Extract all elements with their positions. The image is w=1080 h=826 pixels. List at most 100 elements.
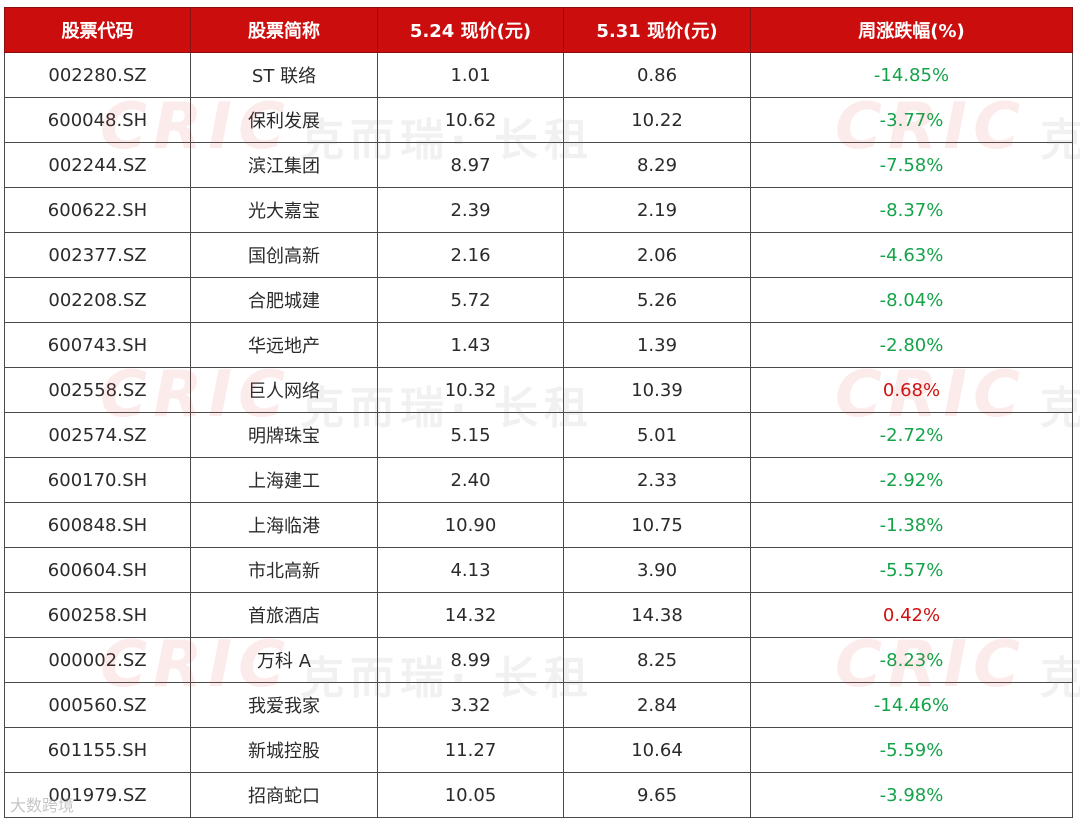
table-row: 600604.SH 市北高新 4.13 3.90 -5.57%	[4, 547, 1073, 593]
price-0531-cell: 9.65	[563, 772, 751, 818]
stock-table-container: 股票代码 股票简称 5.24 现价(元) 5.31 现价(元) 周涨跌幅(%) …	[4, 7, 1073, 818]
price-0531-cell: 10.22	[563, 97, 751, 143]
stock-name-cell: 上海建工	[190, 457, 378, 503]
price-0524-cell: 14.32	[377, 592, 564, 638]
price-0524-cell: 10.90	[377, 502, 564, 548]
price-0531-cell: 2.33	[563, 457, 751, 503]
price-0531-cell: 3.90	[563, 547, 751, 593]
stock-name-cell: 首旅酒店	[190, 592, 378, 638]
weekly-change-cell: 0.42%	[750, 592, 1073, 638]
table-row: 600743.SH 华远地产 1.43 1.39 -2.80%	[4, 322, 1073, 368]
stock-code-cell: 600622.SH	[4, 187, 191, 233]
price-0531-cell: 8.29	[563, 142, 751, 188]
stock-name-cell: 我爱我家	[190, 682, 378, 728]
stock-name-cell: 合肥城建	[190, 277, 378, 323]
stock-name-cell: 巨人网络	[190, 367, 378, 413]
weekly-change-cell: -3.77%	[750, 97, 1073, 143]
price-0524-cell: 8.99	[377, 637, 564, 683]
stock-code-cell: 000002.SZ	[4, 637, 191, 683]
stock-code-cell: 600604.SH	[4, 547, 191, 593]
weekly-change-cell: -2.92%	[750, 457, 1073, 503]
price-0524-cell: 2.16	[377, 232, 564, 278]
table-body: 002280.SZ ST 联络 1.01 0.86 -14.85% 600048.SH 保利…	[4, 52, 1073, 818]
header-stock-name: 股票简称	[190, 7, 378, 53]
table-row: 002558.SZ 巨人网络 10.32 10.39 0.68%	[4, 367, 1073, 413]
price-0531-cell: 2.19	[563, 187, 751, 233]
table-row: 600258.SH 首旅酒店 14.32 14.38 0.42%	[4, 592, 1073, 638]
table-row: 002280.SZ ST 联络 1.01 0.86 -14.85%	[4, 52, 1073, 98]
price-0524-cell: 2.39	[377, 187, 564, 233]
price-0524-cell: 5.15	[377, 412, 564, 458]
table-row: 600170.SH 上海建工 2.40 2.33 -2.92%	[4, 457, 1073, 503]
stock-code-cell: 601155.SH	[4, 727, 191, 773]
price-0524-cell: 2.40	[377, 457, 564, 503]
stock-name-cell: 市北高新	[190, 547, 378, 593]
stock-code-cell: 600258.SH	[4, 592, 191, 638]
price-0531-cell: 14.38	[563, 592, 751, 638]
price-0524-cell: 1.43	[377, 322, 564, 368]
weekly-change-cell: -2.80%	[750, 322, 1073, 368]
table-row: 002574.SZ 明牌珠宝 5.15 5.01 -2.72%	[4, 412, 1073, 458]
table-header: 股票代码 股票简称 5.24 现价(元) 5.31 现价(元) 周涨跌幅(%)	[4, 7, 1073, 53]
weekly-change-cell: -2.72%	[750, 412, 1073, 458]
stock-code-cell: 600848.SH	[4, 502, 191, 548]
price-0531-cell: 5.01	[563, 412, 751, 458]
price-0524-cell: 1.01	[377, 52, 564, 98]
price-0524-cell: 10.62	[377, 97, 564, 143]
weekly-change-cell: -3.98%	[750, 772, 1073, 818]
stock-code-cell: 600048.SH	[4, 97, 191, 143]
price-0524-cell: 4.13	[377, 547, 564, 593]
stock-code-cell: 002574.SZ	[4, 412, 191, 458]
table-row: 600048.SH 保利发展 10.62 10.22 -3.77%	[4, 97, 1073, 143]
weekly-change-cell: 0.68%	[750, 367, 1073, 413]
stock-name-cell: 万科 A	[190, 637, 378, 683]
stock-code-cell: 002244.SZ	[4, 142, 191, 188]
stock-code-cell: 002377.SZ	[4, 232, 191, 278]
header-weekly-change: 周涨跌幅(%)	[750, 7, 1073, 53]
price-0531-cell: 10.39	[563, 367, 751, 413]
price-0531-cell: 1.39	[563, 322, 751, 368]
table-row: 000560.SZ 我爱我家 3.32 2.84 -14.46%	[4, 682, 1073, 728]
weekly-change-cell: -5.57%	[750, 547, 1073, 593]
stock-name-cell: ST 联络	[190, 52, 378, 98]
stock-code-cell: 001979.SZ	[4, 772, 191, 818]
price-0531-cell: 8.25	[563, 637, 751, 683]
header-stock-code: 股票代码	[4, 7, 191, 53]
table-row: 600848.SH 上海临港 10.90 10.75 -1.38%	[4, 502, 1073, 548]
stock-table: 股票代码 股票简称 5.24 现价(元) 5.31 现价(元) 周涨跌幅(%) …	[4, 7, 1073, 818]
table-row: 001979.SZ 招商蛇口 10.05 9.65 -3.98%	[4, 772, 1073, 818]
table-row: 002244.SZ 滨江集团 8.97 8.29 -7.58%	[4, 142, 1073, 188]
table-row: 002208.SZ 合肥城建 5.72 5.26 -8.04%	[4, 277, 1073, 323]
header-price-0524: 5.24 现价(元)	[377, 7, 564, 53]
stock-name-cell: 滨江集团	[190, 142, 378, 188]
price-0531-cell: 2.84	[563, 682, 751, 728]
price-0531-cell: 0.86	[563, 52, 751, 98]
weekly-change-cell: -8.23%	[750, 637, 1073, 683]
weekly-change-cell: -1.38%	[750, 502, 1073, 548]
price-0531-cell: 2.06	[563, 232, 751, 278]
price-0524-cell: 3.32	[377, 682, 564, 728]
weekly-change-cell: -7.58%	[750, 142, 1073, 188]
stock-name-cell: 新城控股	[190, 727, 378, 773]
table-row: 601155.SH 新城控股 11.27 10.64 -5.59%	[4, 727, 1073, 773]
header-row: 股票代码 股票简称 5.24 现价(元) 5.31 现价(元) 周涨跌幅(%)	[4, 7, 1073, 53]
price-0531-cell: 5.26	[563, 277, 751, 323]
price-0524-cell: 5.72	[377, 277, 564, 323]
stock-name-cell: 国创高新	[190, 232, 378, 278]
weekly-change-cell: -4.63%	[750, 232, 1073, 278]
stock-code-cell: 600170.SH	[4, 457, 191, 503]
price-0524-cell: 8.97	[377, 142, 564, 188]
stock-name-cell: 招商蛇口	[190, 772, 378, 818]
price-0524-cell: 10.05	[377, 772, 564, 818]
table-row: 000002.SZ 万科 A 8.99 8.25 -8.23%	[4, 637, 1073, 683]
price-0531-cell: 10.64	[563, 727, 751, 773]
stock-name-cell: 保利发展	[190, 97, 378, 143]
weekly-change-cell: -14.85%	[750, 52, 1073, 98]
stock-name-cell: 光大嘉宝	[190, 187, 378, 233]
price-0524-cell: 11.27	[377, 727, 564, 773]
weekly-change-cell: -8.04%	[750, 277, 1073, 323]
stock-code-cell: 000560.SZ	[4, 682, 191, 728]
header-price-0531: 5.31 现价(元)	[563, 7, 751, 53]
price-0531-cell: 10.75	[563, 502, 751, 548]
weekly-change-cell: -14.46%	[750, 682, 1073, 728]
